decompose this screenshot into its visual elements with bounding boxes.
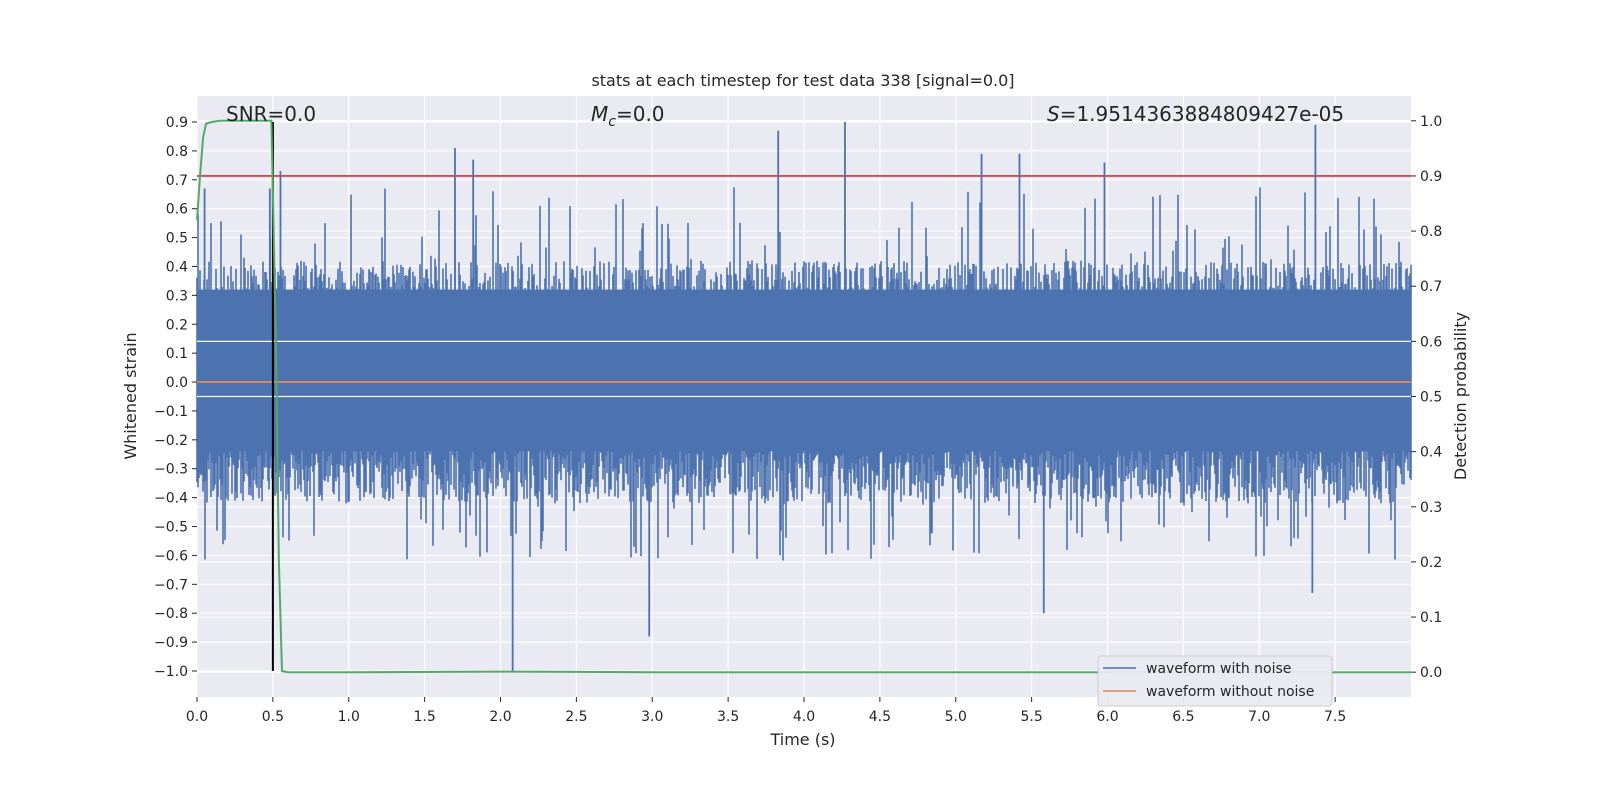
- x-tick-label-11: 5.5: [1020, 709, 1042, 725]
- x-tick-label-9: 4.5: [869, 709, 891, 725]
- y-left-tick-label-5: 0.4: [166, 259, 188, 275]
- y-left-tick-label-7: 0.2: [166, 317, 188, 333]
- x-tick-label-1: 0.5: [262, 709, 284, 725]
- x-tick-label-8: 4.0: [793, 709, 815, 725]
- y-axis-right-ticks: 1.0 0.9 0.8 0.7 0.6 0.5 0.4 0.3 0.2 0.1 0.0: [1411, 114, 1442, 681]
- y-left-tick-label-12: −0.3: [154, 462, 188, 478]
- x-tick-label-15: 7.5: [1324, 709, 1346, 725]
- y-right-tick-label-6: 0.4: [1420, 445, 1442, 461]
- y-right-tick-label-9: 0.1: [1420, 610, 1442, 626]
- y-left-tick-label-18: −0.9: [154, 635, 188, 651]
- chart-title: stats at each timestep for test data 338…: [591, 71, 1014, 90]
- chirp-mass-annotation: Mc=0.0: [591, 102, 665, 130]
- x-tick-label-6: 3.0: [641, 709, 663, 725]
- y-left-tick-label-19: −1.0: [154, 664, 188, 680]
- y-left-tick-label-0: 0.9: [166, 115, 188, 131]
- y-left-tick-label-17: −0.8: [154, 606, 188, 622]
- y-left-tick-label-10: −0.1: [154, 404, 188, 420]
- y-right-tick-label-10: 0.0: [1420, 665, 1442, 681]
- x-tick-label-0: 0.0: [186, 709, 208, 725]
- legend-label-noise: waveform with noise: [1146, 661, 1291, 677]
- y-left-tick-label-13: −0.4: [154, 491, 188, 507]
- noise-dense-band: [197, 289, 1411, 452]
- s-annotation: S=1.9514363884809427e-05: [1047, 102, 1344, 126]
- legend-label-clean: waveform without noise: [1146, 684, 1314, 700]
- y-right-tick-label-0: 1.0: [1420, 114, 1442, 130]
- y-left-tick-label-15: −0.6: [154, 548, 188, 564]
- x-tick-label-4: 2.0: [489, 709, 511, 725]
- y-right-tick-label-4: 0.6: [1420, 334, 1442, 350]
- x-axis-ticks: 0.0 0.5 1.0 1.5 2.0 2.5 3.0 3.5 4.0 4.5 5.0 5.5 6.0 6…: [186, 697, 1346, 725]
- x-tick-label-13: 6.5: [1172, 709, 1194, 725]
- y-axis-left-ticks: 0.9 0.8 0.7 0.6 0.5 0.4 0.3 0.2 0.1 0.0 −0.1 −0.2 −0…: [154, 115, 197, 680]
- x-tick-label-3: 1.5: [413, 709, 435, 725]
- y-left-tick-label-3: 0.6: [166, 202, 188, 218]
- x-tick-label-5: 2.5: [565, 709, 587, 725]
- legend: waveform with noise waveform without noi…: [1097, 655, 1333, 707]
- y-left-tick-label-4: 0.5: [166, 231, 188, 247]
- series-detection-probability: [196, 119, 1411, 674]
- x-tick-label-7: 3.5: [717, 709, 739, 725]
- x-tick-label-14: 7.0: [1248, 709, 1270, 725]
- y-right-tick-label-3: 0.7: [1420, 279, 1442, 295]
- legend-box: [1097, 655, 1333, 707]
- x-tick-label-12: 6.0: [1096, 709, 1118, 725]
- y-left-tick-label-9: 0.0: [166, 375, 188, 391]
- y-left-tick-label-1: 0.8: [166, 144, 188, 160]
- y-axis-left-label: Whitened strain: [121, 332, 140, 459]
- x-tick-label-10: 5.0: [945, 709, 967, 725]
- y-left-tick-label-14: −0.5: [154, 520, 188, 536]
- y-right-tick-label-1: 0.9: [1420, 169, 1442, 185]
- y-left-tick-label-16: −0.7: [154, 577, 188, 593]
- snr-annotation: SNR=0.0: [226, 102, 316, 126]
- y-left-tick-label-6: 0.3: [166, 288, 188, 304]
- y-axis-right-label: Detection probability: [1451, 312, 1470, 480]
- series-waveform-with-noise: [196, 122, 1412, 671]
- y-right-tick-label-7: 0.3: [1420, 500, 1442, 516]
- y-right-tick-label-2: 0.8: [1420, 224, 1442, 240]
- x-axis-label: Time (s): [769, 730, 835, 749]
- y-left-tick-label-2: 0.7: [166, 173, 188, 189]
- y-right-tick-label-8: 0.2: [1420, 555, 1442, 571]
- y-left-tick-label-8: 0.1: [166, 346, 188, 362]
- y-left-tick-label-11: −0.2: [154, 433, 188, 449]
- y-right-tick-label-5: 0.5: [1420, 390, 1442, 406]
- x-tick-label-2: 1.0: [338, 709, 360, 725]
